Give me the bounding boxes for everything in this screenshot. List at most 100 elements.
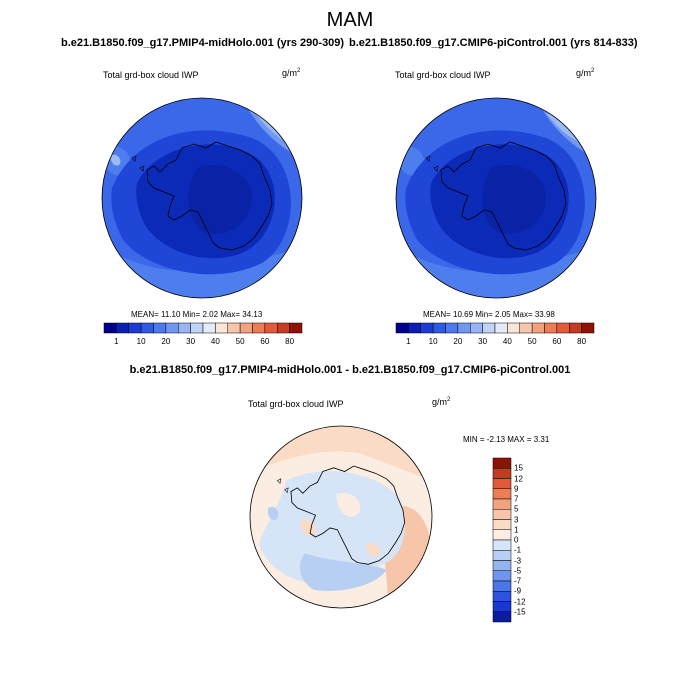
right-panel-units: g/m2 — [576, 68, 595, 78]
colorbar-swatch — [445, 322, 459, 334]
left-colorbar-labels: 1 10 20 30 40 50 60 80 — [104, 337, 302, 349]
colorbar-swatch — [482, 322, 496, 334]
difference-colorbar-tick-label: 5 — [514, 504, 519, 514]
colorbar-tick-label: 80 — [577, 337, 587, 346]
right-panel-case-title: b.e21.B1850.f09_g17.CMIP6-piControl.001 … — [349, 37, 638, 49]
difference-colorbar-tick-label: 9 — [514, 484, 519, 494]
colorbar-tick-label: 50 — [235, 337, 245, 346]
colorbar-swatch — [531, 322, 545, 334]
difference-colorbar-tick-label: 15 — [514, 463, 523, 473]
difference-colorbar-swatch — [492, 468, 512, 479]
difference-colorbar-labels: 15 12 9 7 5 3 1 0 -1 -3 -5 -7 -9 -12 -15 — [514, 458, 544, 622]
colorbar-tick-label: 60 — [260, 337, 270, 346]
colorbar-swatch — [569, 322, 582, 334]
difference-colorbar-tick-label: 0 — [514, 535, 519, 545]
right-colorbar — [395, 322, 595, 334]
colorbar-swatch — [289, 322, 303, 334]
difference-colorbar-swatch — [492, 498, 512, 510]
colorbar-swatch — [519, 322, 533, 334]
right-polar-map — [395, 97, 597, 299]
difference-colorbar-swatch — [492, 529, 512, 541]
colorbar-swatch — [103, 322, 117, 334]
colorbar-tick-label: 20 — [161, 337, 171, 346]
difference-colorbar-swatch — [492, 457, 512, 469]
difference-variable-label: Total grd-box cloud IWP — [248, 399, 344, 409]
left-panel-units: g/m2 — [282, 68, 301, 78]
difference-colorbar-tick-label: -7 — [514, 576, 522, 586]
colorbar-swatch — [153, 322, 167, 334]
difference-units: g/m2 — [432, 397, 451, 407]
left-antarctica-coastline — [146, 141, 273, 251]
colorbar-swatch — [252, 322, 266, 334]
colorbar-swatch — [277, 322, 290, 334]
difference-colorbar-tick-label: -15 — [514, 607, 526, 617]
colorbar-swatch — [408, 322, 421, 334]
colorbar-tick-label: 80 — [285, 337, 295, 346]
colorbar-swatch — [215, 322, 228, 334]
difference-colorbar-swatch — [492, 570, 512, 582]
colorbar-swatch — [178, 322, 191, 334]
difference-colorbar-swatch — [492, 478, 512, 489]
colorbar-swatch — [470, 322, 483, 334]
colorbar-swatch — [202, 322, 216, 334]
colorbar-swatch — [420, 322, 434, 334]
difference-colorbar-swatch — [492, 591, 512, 602]
difference-colorbar-swatch — [492, 519, 512, 530]
colorbar-swatch — [190, 322, 204, 334]
left-panel-case-title: b.e21.B1850.f09_g17.PMIP4-midHolo.001 (y… — [61, 37, 345, 49]
colorbar-swatch — [581, 322, 595, 334]
colorbar-swatch — [140, 322, 154, 334]
difference-polar-map — [249, 425, 433, 609]
left-colorbar — [103, 322, 303, 334]
difference-colorbar-tick-label: 3 — [514, 515, 519, 524]
colorbar-tick-label: 60 — [552, 337, 562, 346]
right-panel-variable-label: Total grd-box cloud IWP — [395, 70, 491, 80]
colorbar-tick-label: 10 — [428, 337, 438, 346]
colorbar-swatch — [264, 322, 278, 334]
difference-antarctica-coastline — [290, 465, 406, 565]
right-colorbar-labels: 1 10 20 30 40 50 60 80 — [396, 337, 594, 349]
colorbar-swatch — [507, 322, 520, 334]
colorbar-swatch — [128, 322, 142, 334]
difference-colorbar-tick-label: -3 — [514, 556, 522, 565]
difference-colorbar-tick-label: -9 — [514, 586, 522, 596]
difference-colorbar-swatch — [492, 488, 512, 500]
left-panel-stats: MEAN= 11.10 Min= 2.02 Max= 34.13 — [131, 310, 263, 319]
colorbar-swatch — [116, 322, 129, 334]
colorbar-swatch — [227, 322, 241, 334]
colorbar-swatch — [432, 322, 446, 334]
difference-colorbar-swatch — [492, 560, 512, 571]
colorbar-swatch — [457, 322, 471, 334]
difference-colorbar-tick-label: 7 — [514, 494, 519, 504]
right-antarctica-coastline — [440, 141, 567, 251]
colorbar-swatch — [544, 322, 558, 334]
colorbar-tick-label: 20 — [453, 337, 463, 346]
difference-colorbar-tick-label: -5 — [514, 566, 522, 576]
colorbar-tick-label: 50 — [527, 337, 537, 346]
main-title: MAM — [326, 9, 374, 31]
difference-colorbar-tick-label: -12 — [514, 597, 526, 606]
difference-colorbar-swatch — [492, 580, 512, 592]
colorbar-tick-label: 30 — [186, 337, 196, 346]
difference-colorbar-swatch — [492, 509, 512, 520]
difference-colorbar-swatch — [492, 611, 512, 623]
colorbar-swatch — [165, 322, 179, 334]
difference-colorbar-swatch — [492, 539, 512, 551]
difference-colorbar — [492, 457, 512, 623]
colorbar-swatch — [239, 322, 253, 334]
left-panel-variable-label: Total grd-box cloud IWP — [103, 70, 199, 80]
colorbar-tick-label: 1 — [406, 337, 411, 346]
difference-minmax: MIN = -2.13 MAX = 3.31 — [463, 435, 550, 444]
difference-colorbar-tick-label: 1 — [514, 525, 519, 535]
difference-colorbar-tick-label: 12 — [514, 474, 523, 483]
colorbar-swatch — [556, 322, 570, 334]
colorbar-tick-label: 1 — [114, 337, 119, 346]
difference-colorbar-swatch — [492, 550, 512, 561]
colorbar-tick-label: 40 — [502, 337, 512, 346]
difference-colorbar-swatch — [492, 601, 512, 612]
colorbar-swatch — [494, 322, 508, 334]
colorbar-tick-label: 10 — [136, 337, 146, 346]
colorbar-tick-label: 30 — [478, 337, 488, 346]
left-polar-map — [101, 97, 303, 299]
difference-colorbar-tick-label: -1 — [514, 545, 522, 555]
